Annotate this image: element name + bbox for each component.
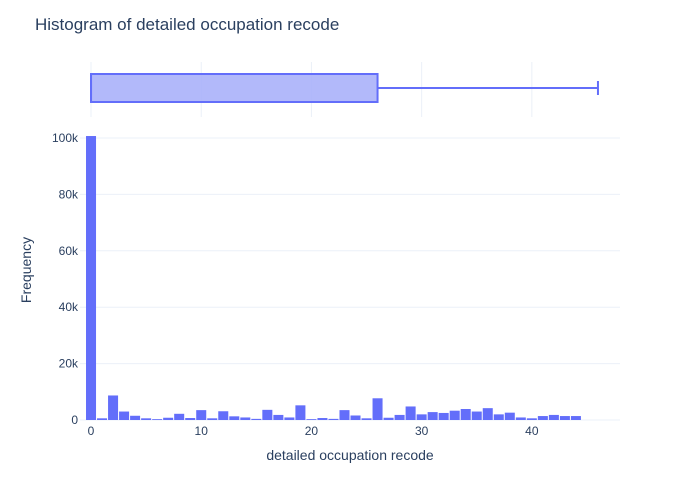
- chart-title: Histogram of detailed occupation recode: [35, 15, 339, 34]
- histogram-bar: [405, 406, 416, 420]
- histogram-bar: [372, 398, 383, 420]
- histogram-bar: [383, 417, 394, 420]
- histogram-bar: [152, 419, 163, 420]
- histogram-bar: [86, 136, 97, 420]
- histogram-bar: [284, 417, 295, 420]
- histogram-bar: [559, 416, 570, 420]
- box-plot: [90, 73, 599, 103]
- histogram-bar: [493, 414, 504, 420]
- histogram-bar: [240, 417, 251, 420]
- x-tick-label: 40: [525, 424, 539, 438]
- histogram-bar: [141, 418, 152, 420]
- histogram-bar: [504, 412, 515, 420]
- y-tick-label: 80k: [59, 187, 79, 201]
- histogram-bar: [438, 412, 449, 420]
- histogram-gridlines: [80, 137, 620, 421]
- histogram-bar: [218, 411, 229, 420]
- histogram-bar: [361, 418, 372, 420]
- histogram-bar: [394, 414, 405, 420]
- histogram-bar: [570, 416, 581, 420]
- histogram-bar: [460, 409, 471, 420]
- y-tick-label: 20k: [59, 357, 79, 371]
- x-tick-label: 0: [88, 424, 95, 438]
- x-tick-label: 20: [305, 424, 319, 438]
- histogram-bar: [548, 414, 559, 420]
- histogram-bar: [108, 395, 119, 420]
- histogram-bar: [174, 413, 185, 420]
- y-tick-label: 60k: [59, 244, 79, 258]
- histogram-bar: [251, 418, 262, 420]
- histogram-bar: [416, 414, 427, 420]
- histogram-bar: [185, 418, 196, 420]
- box-iqr: [90, 73, 379, 103]
- histogram-bar: [130, 415, 141, 420]
- histogram-bar: [97, 418, 108, 420]
- histogram-bar: [207, 418, 218, 420]
- histogram-bar: [306, 419, 317, 420]
- histogram-bar: [328, 418, 339, 420]
- histogram-bar: [119, 411, 130, 420]
- histogram-bars: [86, 136, 581, 420]
- histogram-bar: [273, 414, 284, 420]
- histogram-bar: [295, 405, 306, 420]
- histogram-bar: [526, 418, 537, 420]
- histogram-bar: [449, 410, 460, 420]
- histogram-bar: [196, 410, 207, 420]
- y-tick-label: 100k: [52, 131, 79, 145]
- histogram-bar: [515, 417, 526, 420]
- histogram-bar: [350, 415, 361, 420]
- y-axis-ticks: 0 20k 40k 60k 80k 100k: [52, 131, 79, 427]
- x-tick-label: 10: [195, 424, 209, 438]
- histogram-bar: [339, 410, 350, 420]
- x-axis-ticks: 0 10 20 30 40: [88, 424, 539, 438]
- histogram-bar: [262, 409, 273, 420]
- histogram-bar: [537, 416, 548, 420]
- x-tick-label: 30: [415, 424, 429, 438]
- histogram-bar: [229, 416, 240, 420]
- histogram-bar: [427, 412, 438, 420]
- histogram-bar: [163, 417, 174, 420]
- histogram-bar: [482, 408, 493, 420]
- y-tick-label: 0: [71, 413, 78, 427]
- y-tick-label: 40k: [59, 300, 79, 314]
- y-axis-title: Frequency: [18, 237, 34, 303]
- histogram-bar: [471, 411, 482, 420]
- histogram-bar: [317, 418, 328, 420]
- x-axis-title: detailed occupation recode: [266, 447, 434, 463]
